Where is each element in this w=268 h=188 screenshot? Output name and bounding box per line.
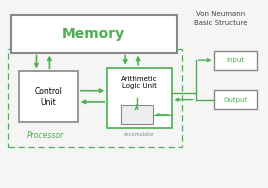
Text: Arithmetic
Logic Unit: Arithmetic Logic Unit bbox=[121, 76, 158, 89]
Bar bbox=[214, 90, 257, 109]
Bar bbox=[107, 68, 172, 128]
Text: Input: Input bbox=[227, 57, 245, 63]
Text: Accumulator: Accumulator bbox=[124, 132, 155, 137]
Text: Control
Unit: Control Unit bbox=[34, 87, 62, 107]
Bar bbox=[19, 71, 78, 122]
Bar bbox=[11, 15, 177, 53]
Text: Output: Output bbox=[224, 97, 248, 103]
Bar bbox=[8, 49, 182, 147]
Text: Von Neumann
Basic Structure: Von Neumann Basic Structure bbox=[194, 11, 248, 26]
Bar bbox=[214, 51, 257, 70]
Text: Processor: Processor bbox=[27, 131, 64, 140]
Text: Memory: Memory bbox=[62, 27, 125, 41]
Bar bbox=[121, 105, 153, 124]
